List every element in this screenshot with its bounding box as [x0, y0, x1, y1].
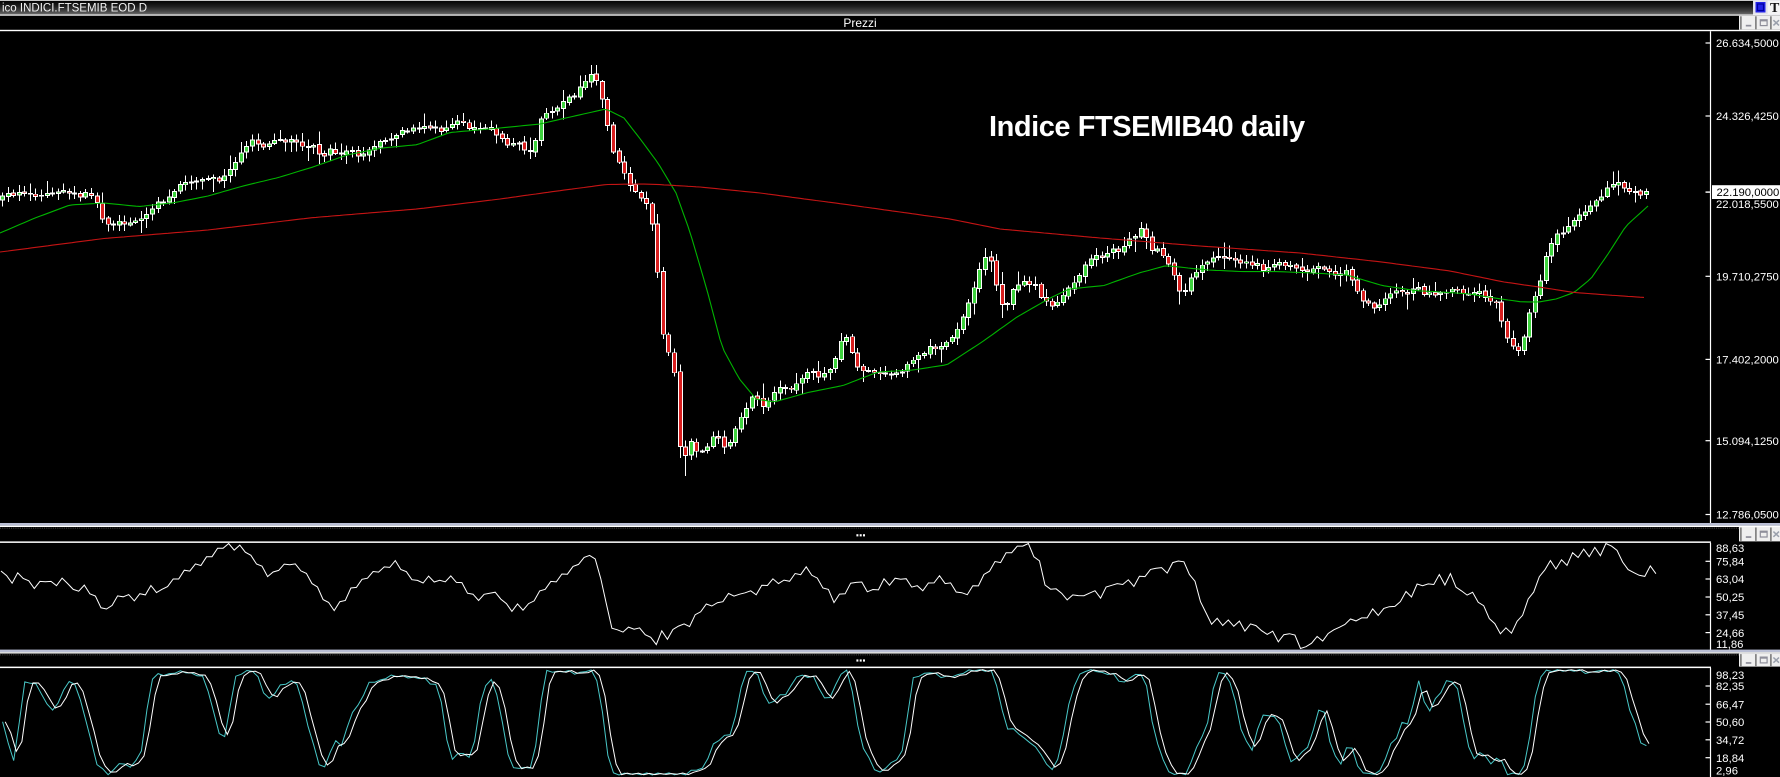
svg-text:ico INDICI.FTSEMIB EOD D: ico INDICI.FTSEMIB EOD D	[2, 3, 147, 15]
svg-text:34,72: 34,72	[1716, 735, 1744, 747]
svg-text:66,47: 66,47	[1716, 699, 1744, 711]
svg-text:63,04: 63,04	[1716, 574, 1744, 586]
svg-text:12.786,0500: 12.786,0500	[1716, 510, 1779, 522]
svg-text:82,35: 82,35	[1716, 681, 1744, 693]
svg-text:26.634,5000: 26.634,5000	[1716, 38, 1779, 50]
svg-text:15.094,1250: 15.094,1250	[1716, 436, 1779, 448]
svg-text:50,60: 50,60	[1716, 717, 1744, 729]
svg-text:Indice FTSEMIB40 daily: Indice FTSEMIB40 daily	[989, 111, 1305, 143]
svg-text:75,84: 75,84	[1716, 557, 1744, 569]
svg-text:22.018,5500: 22.018,5500	[1716, 199, 1779, 211]
svg-text:50,25: 50,25	[1716, 592, 1744, 604]
svg-text:17.402,2000: 17.402,2000	[1716, 355, 1779, 367]
svg-text:18,84: 18,84	[1716, 753, 1744, 765]
svg-text:11,86: 11,86	[1716, 639, 1743, 651]
svg-text:24,66: 24,66	[1716, 628, 1744, 640]
svg-text:19.710,2750: 19.710,2750	[1716, 272, 1779, 284]
svg-text:Prezzi: Prezzi	[843, 16, 876, 30]
svg-text:2,96: 2,96	[1716, 766, 1738, 777]
svg-text:T: T	[1770, 1, 1780, 16]
svg-text:88,63: 88,63	[1716, 543, 1744, 555]
svg-text:37,45: 37,45	[1716, 610, 1744, 622]
svg-text:24.326,4250: 24.326,4250	[1716, 111, 1779, 123]
svg-text:22.190,0000: 22.190,0000	[1717, 187, 1780, 199]
svg-text:98,23: 98,23	[1716, 670, 1744, 682]
